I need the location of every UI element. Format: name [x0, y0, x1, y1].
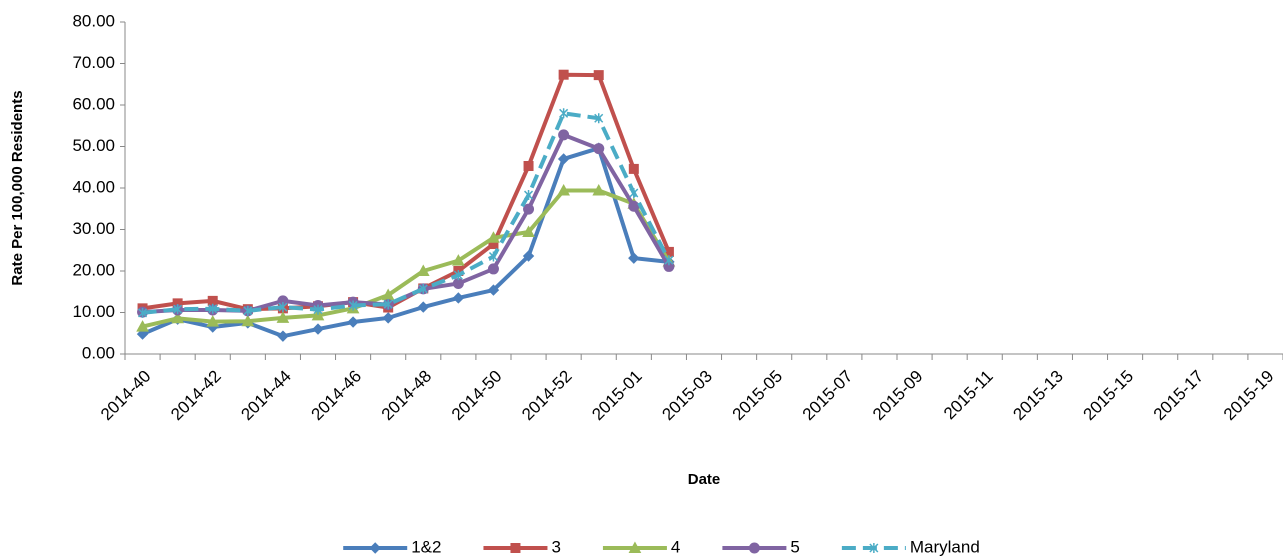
marker	[311, 308, 325, 321]
y-tick-label: 80.00	[72, 11, 115, 30]
marker	[628, 200, 640, 212]
legend-label: 5	[790, 537, 799, 556]
y-tick-label: 30.00	[72, 219, 115, 238]
x-tick-label: 2015-01	[588, 367, 646, 425]
marker	[347, 316, 359, 328]
marker	[417, 301, 429, 313]
marker	[594, 113, 604, 124]
y-axis-label: Rate Per 100,000 Residents	[9, 90, 26, 285]
series-line	[142, 188, 671, 329]
marker	[382, 312, 394, 324]
x-tick-label: 2015-09	[869, 367, 927, 425]
series	[136, 142, 675, 342]
marker	[313, 304, 323, 315]
y-tick-label: 50.00	[72, 136, 115, 155]
marker	[664, 255, 674, 266]
legend-label: 4	[671, 537, 680, 556]
marker	[206, 315, 220, 327]
marker	[487, 231, 500, 243]
marker	[416, 264, 430, 276]
marker	[523, 161, 534, 172]
marker	[348, 300, 358, 311]
x-axis-label: Date	[688, 471, 721, 488]
marker	[243, 305, 253, 316]
legend-marker	[748, 542, 760, 554]
legend-label: Maryland	[910, 537, 980, 556]
marker	[557, 183, 570, 196]
legend-marker	[369, 542, 381, 554]
marker	[487, 284, 500, 296]
marker	[628, 163, 639, 174]
marker	[557, 153, 570, 165]
x-tick-label: 2015-05	[729, 367, 787, 425]
y-tick-label: 20.00	[72, 260, 115, 279]
marker	[312, 323, 324, 335]
marker	[522, 250, 535, 262]
marker	[171, 311, 184, 324]
marker	[558, 69, 569, 80]
series-line	[142, 132, 671, 315]
marker	[522, 225, 535, 237]
legend: 1&2 3 4 5 Maryland	[343, 537, 980, 556]
x-tick-label: 2014-44	[237, 367, 295, 425]
marker	[241, 314, 255, 327]
marker	[452, 292, 465, 304]
legend-marker	[628, 541, 642, 553]
marker	[559, 108, 569, 119]
marker	[523, 203, 535, 215]
series-line	[142, 111, 671, 315]
marker	[593, 143, 605, 155]
x-tick-label: 2014-52	[518, 367, 576, 425]
marker	[276, 311, 290, 323]
series-line	[141, 146, 670, 339]
x-tick-label: 2014-46	[308, 367, 366, 425]
marker	[524, 190, 534, 201]
marker	[452, 254, 465, 266]
x-tick-label: 2014-48	[378, 367, 436, 425]
marker	[487, 263, 499, 275]
marker	[629, 187, 639, 198]
x-tick-label: 2015-15	[1080, 367, 1138, 425]
legend-label: 1&2	[411, 537, 441, 556]
marker	[136, 320, 149, 332]
x-tick-label: 2015-11	[940, 367, 997, 424]
x-tick-label: 2015-03	[658, 367, 716, 425]
x-tick-label: 2014-42	[167, 367, 225, 425]
marker	[173, 304, 183, 315]
series	[136, 183, 676, 332]
x-tick-label: 2015-07	[799, 367, 857, 425]
y-tick-label: 0.00	[82, 343, 115, 362]
x-tick-label: 2015-13	[1009, 367, 1067, 425]
x-tick-label: 2014-40	[97, 367, 155, 425]
y-tick-label: 10.00	[72, 302, 115, 321]
marker	[592, 183, 606, 196]
y-tick-label: 60.00	[72, 94, 115, 113]
legend-marker	[510, 543, 521, 553]
marker	[488, 251, 498, 262]
marker	[453, 270, 463, 281]
y-tick-label: 70.00	[72, 53, 115, 72]
series	[137, 129, 675, 318]
marker	[278, 302, 288, 313]
marker	[208, 303, 218, 314]
marker	[418, 283, 428, 294]
marker	[558, 129, 570, 141]
x-tick-label: 2015-17	[1150, 367, 1208, 425]
marker	[138, 307, 148, 318]
legend-marker	[869, 543, 879, 553]
x-tick-label: 2014-50	[448, 367, 506, 425]
marker	[628, 252, 640, 264]
legend-label: 3	[551, 537, 560, 556]
y-tick-label: 40.00	[72, 177, 115, 196]
marker	[277, 330, 289, 342]
series	[138, 108, 674, 318]
marker	[383, 299, 393, 310]
marker	[593, 70, 604, 81]
x-tick-label: 2015-19	[1220, 367, 1278, 425]
